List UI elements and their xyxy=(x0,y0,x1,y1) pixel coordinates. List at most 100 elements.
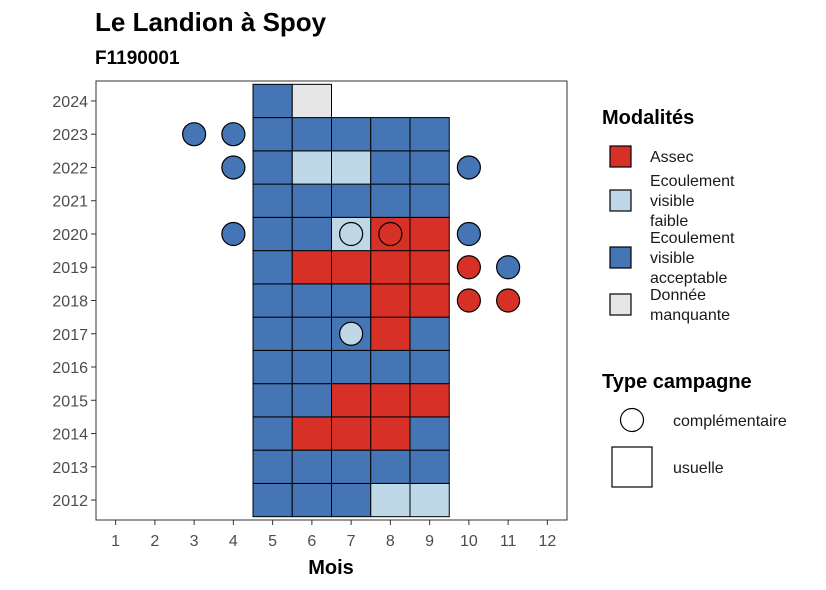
tile-2023-7 xyxy=(331,117,372,152)
legend-label-faible: Ecoulement visible faible xyxy=(650,173,735,230)
tile-2022-8 xyxy=(370,150,411,185)
tile-2019-7 xyxy=(331,250,372,285)
dot-2018-10 xyxy=(456,288,481,313)
tile-2024-5 xyxy=(252,83,293,119)
x-tick-label: 9 xyxy=(425,533,434,550)
tile-2023-8 xyxy=(370,117,411,152)
plot-area: 2012 2013 2014 2015 2016 2017 2018 2019 2020 2021… xyxy=(52,80,568,550)
tile-2013-9 xyxy=(409,449,450,484)
tile-2022-6 xyxy=(291,150,332,185)
tile-2019-5 xyxy=(252,250,293,285)
tile-2013-6 xyxy=(291,449,332,484)
legend-label-manquante: Donnée manquante xyxy=(650,287,730,324)
dot-2023-4 xyxy=(221,122,246,147)
tile-2022-7 xyxy=(331,150,372,185)
legend-key-assec xyxy=(609,145,632,168)
tile-layer xyxy=(252,83,450,518)
legend-label-acceptable: Ecoulement visible acceptable xyxy=(650,230,735,287)
dot-2022-10 xyxy=(456,155,481,180)
dot-2020-4 xyxy=(221,221,246,247)
dot-layer xyxy=(182,122,521,346)
dot-2020-8 xyxy=(378,221,403,247)
dot-2019-10 xyxy=(456,255,481,280)
y-tick-label: 2014 xyxy=(52,427,88,444)
y-tick-label: 2017 xyxy=(52,327,88,344)
tile-2012-9 xyxy=(409,482,450,518)
legend-key-acceptable xyxy=(609,246,632,269)
tile-2018-7 xyxy=(331,283,372,318)
y-tick-label: 2023 xyxy=(52,127,88,144)
tile-2015-7 xyxy=(331,383,372,418)
tile-2015-6 xyxy=(291,383,332,418)
legend-label-complementaire: complémentaire xyxy=(673,413,787,430)
dot-2023-3 xyxy=(182,122,207,147)
tile-2021-5 xyxy=(252,183,293,218)
tile-2018-5 xyxy=(252,283,293,318)
tile-2022-5 xyxy=(252,150,293,185)
y-axis: 2012 2013 2014 2015 2016 2017 2018 2019 2020 2021… xyxy=(52,94,96,510)
x-tick-label: 6 xyxy=(307,533,316,550)
tile-2014-6 xyxy=(291,416,332,451)
x-tick-label: 3 xyxy=(190,533,199,550)
tile-2023-9 xyxy=(409,117,450,152)
tile-2014-5 xyxy=(252,416,293,451)
tile-2020-9 xyxy=(409,216,450,252)
dot-2018-11 xyxy=(496,288,521,313)
tile-2013-8 xyxy=(370,449,411,484)
x-axis-title: Mois xyxy=(308,557,354,579)
y-tick-label: 2024 xyxy=(52,94,88,111)
x-tick-label: 7 xyxy=(347,533,356,550)
chart-subtitle: F1190001 xyxy=(95,48,180,69)
y-tick-label: 2016 xyxy=(52,360,88,377)
x-tick-label: 8 xyxy=(386,533,395,550)
legend-key-complementaire xyxy=(619,407,645,433)
x-tick-label: 2 xyxy=(150,533,159,550)
tile-2023-5 xyxy=(252,117,293,152)
y-tick-label: 2012 xyxy=(52,493,88,510)
tile-2019-9 xyxy=(409,250,450,285)
tile-2013-7 xyxy=(331,449,372,484)
tile-2015-8 xyxy=(370,383,411,418)
x-tick-label: 5 xyxy=(268,533,277,550)
legend-label-assec: Assec xyxy=(650,149,694,166)
legend-label-usuelle: usuelle xyxy=(673,460,724,477)
tile-2012-6 xyxy=(291,482,332,518)
x-tick-label: 4 xyxy=(229,533,238,550)
tile-2020-5 xyxy=(252,216,293,252)
y-tick-label: 2022 xyxy=(52,160,88,177)
tile-2017-9 xyxy=(409,316,450,351)
tile-2021-7 xyxy=(331,183,372,218)
tile-2014-7 xyxy=(331,416,372,451)
x-axis: 1 2 3 4 5 6 7 8 9 10 11 12 xyxy=(111,520,556,550)
tile-2024-6 xyxy=(291,83,332,119)
tile-2016-6 xyxy=(291,349,332,385)
tile-2018-8 xyxy=(370,283,411,318)
tile-2016-5 xyxy=(252,349,293,385)
tile-2016-7 xyxy=(331,349,372,385)
legend-title-campagne: Type campagne xyxy=(602,371,752,393)
tile-2021-9 xyxy=(409,183,450,218)
y-tick-label: 2019 xyxy=(52,260,88,277)
tile-2015-9 xyxy=(409,383,450,418)
tile-2021-8 xyxy=(370,183,411,218)
tile-2018-6 xyxy=(291,283,332,318)
tile-2018-9 xyxy=(409,283,450,318)
x-tick-label: 1 xyxy=(111,533,120,550)
tile-2012-5 xyxy=(252,482,293,518)
tile-2013-5 xyxy=(252,449,293,484)
tile-2012-7 xyxy=(331,482,372,518)
tile-2022-9 xyxy=(409,150,450,185)
chart-title: Le Landion à Spoy xyxy=(95,7,327,37)
tile-2020-6 xyxy=(291,216,332,252)
legend-key-manquante xyxy=(609,293,632,316)
tile-2023-6 xyxy=(291,117,332,152)
legend-title-modalites: Modalités xyxy=(602,107,694,129)
tile-2014-9 xyxy=(409,416,450,451)
tile-2015-5 xyxy=(252,383,293,418)
tile-2012-8 xyxy=(370,482,411,518)
y-tick-label: 2021 xyxy=(52,194,88,211)
tile-2017-6 xyxy=(291,316,332,351)
dot-2019-11 xyxy=(496,255,521,280)
